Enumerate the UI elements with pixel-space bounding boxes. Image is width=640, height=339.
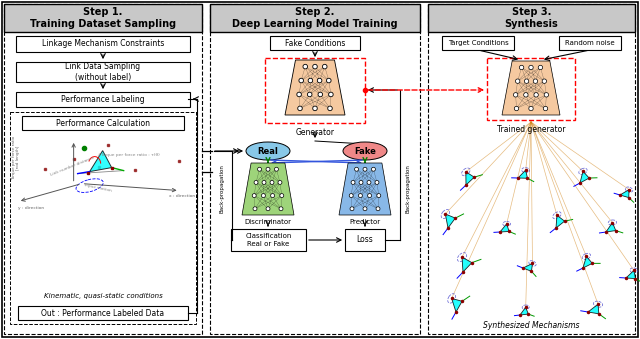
Text: Linkage Mechanism Constraints: Linkage Mechanism Constraints bbox=[42, 40, 164, 48]
Polygon shape bbox=[583, 256, 593, 268]
Polygon shape bbox=[523, 263, 532, 271]
Circle shape bbox=[266, 167, 270, 171]
Text: Back-propagation: Back-propagation bbox=[406, 164, 410, 214]
Circle shape bbox=[524, 93, 528, 97]
FancyBboxPatch shape bbox=[4, 4, 202, 32]
Text: Synthesized Mechanisms: Synthesized Mechanisms bbox=[483, 321, 580, 330]
Text: Trained generator: Trained generator bbox=[497, 125, 565, 134]
Circle shape bbox=[538, 65, 543, 70]
Circle shape bbox=[358, 194, 362, 198]
Circle shape bbox=[278, 180, 282, 184]
Text: Random noise: Random noise bbox=[565, 40, 615, 46]
Text: Discriminator: Discriminator bbox=[244, 219, 291, 225]
Circle shape bbox=[297, 92, 301, 97]
Text: Torque per force ratio
[rod length]: Torque per force ratio [rod length] bbox=[12, 136, 20, 180]
Text: Fake Conditions: Fake Conditions bbox=[285, 39, 345, 47]
FancyBboxPatch shape bbox=[345, 229, 385, 251]
Circle shape bbox=[355, 167, 358, 171]
Circle shape bbox=[371, 167, 376, 171]
Circle shape bbox=[529, 106, 533, 111]
FancyBboxPatch shape bbox=[210, 4, 420, 32]
Circle shape bbox=[328, 106, 332, 111]
Text: Classification
Real or Fake: Classification Real or Fake bbox=[245, 234, 292, 246]
Circle shape bbox=[262, 180, 266, 184]
Circle shape bbox=[318, 92, 323, 97]
Text: Kinematic, quasi-static conditions: Kinematic, quasi-static conditions bbox=[44, 293, 163, 299]
Circle shape bbox=[270, 180, 274, 184]
Circle shape bbox=[298, 106, 302, 111]
FancyBboxPatch shape bbox=[16, 36, 190, 52]
Text: Step 3.
Synthesis: Step 3. Synthesis bbox=[504, 7, 558, 29]
FancyBboxPatch shape bbox=[16, 62, 190, 82]
Polygon shape bbox=[580, 171, 589, 183]
Polygon shape bbox=[90, 151, 111, 172]
Circle shape bbox=[317, 78, 322, 83]
Circle shape bbox=[359, 180, 363, 184]
Circle shape bbox=[363, 167, 367, 171]
Polygon shape bbox=[462, 257, 472, 272]
Text: Predictor: Predictor bbox=[349, 219, 381, 225]
Polygon shape bbox=[339, 163, 391, 215]
Polygon shape bbox=[500, 224, 509, 232]
FancyBboxPatch shape bbox=[14, 134, 192, 214]
Polygon shape bbox=[556, 215, 564, 228]
FancyBboxPatch shape bbox=[442, 36, 514, 50]
Circle shape bbox=[367, 180, 371, 184]
FancyBboxPatch shape bbox=[559, 36, 621, 50]
Circle shape bbox=[534, 93, 538, 97]
Text: x : direction: x : direction bbox=[169, 194, 195, 198]
Circle shape bbox=[328, 92, 333, 97]
Circle shape bbox=[308, 78, 313, 83]
Circle shape bbox=[303, 64, 308, 69]
Text: Step 2.
Deep Learning Model Training: Step 2. Deep Learning Model Training bbox=[232, 7, 398, 29]
Circle shape bbox=[513, 93, 518, 97]
Text: Performance Labeling: Performance Labeling bbox=[61, 95, 145, 104]
Polygon shape bbox=[445, 214, 455, 228]
Polygon shape bbox=[520, 307, 528, 315]
Circle shape bbox=[515, 106, 518, 111]
Text: Link number distance : d: Link number distance : d bbox=[50, 153, 101, 177]
Text: Step 1.
Training Dataset Sampling: Step 1. Training Dataset Sampling bbox=[30, 7, 176, 29]
Circle shape bbox=[351, 180, 355, 184]
Polygon shape bbox=[518, 170, 527, 178]
Circle shape bbox=[543, 106, 548, 111]
Circle shape bbox=[253, 207, 257, 211]
Text: Back-propagation: Back-propagation bbox=[220, 164, 225, 214]
Circle shape bbox=[257, 167, 262, 171]
Circle shape bbox=[520, 65, 524, 70]
Circle shape bbox=[544, 93, 548, 97]
FancyBboxPatch shape bbox=[22, 116, 184, 130]
Polygon shape bbox=[466, 172, 474, 185]
Circle shape bbox=[261, 194, 266, 198]
FancyBboxPatch shape bbox=[428, 4, 635, 32]
Polygon shape bbox=[606, 223, 616, 232]
Circle shape bbox=[323, 64, 327, 69]
Text: Torque per force ratio : τ(θ): Torque per force ratio : τ(θ) bbox=[100, 153, 159, 157]
Circle shape bbox=[350, 207, 354, 211]
FancyBboxPatch shape bbox=[270, 36, 360, 50]
Text: Target Conditions: Target Conditions bbox=[447, 40, 508, 46]
Polygon shape bbox=[242, 163, 294, 215]
FancyBboxPatch shape bbox=[16, 92, 190, 107]
Text: Loss: Loss bbox=[356, 236, 373, 244]
Circle shape bbox=[349, 194, 353, 198]
Circle shape bbox=[266, 207, 270, 211]
Circle shape bbox=[307, 92, 312, 97]
Text: Fake: Fake bbox=[354, 146, 376, 156]
Ellipse shape bbox=[246, 142, 290, 160]
Circle shape bbox=[542, 79, 547, 83]
Text: Input motion: Input motion bbox=[84, 183, 111, 193]
Text: Generator: Generator bbox=[296, 128, 335, 137]
Circle shape bbox=[299, 78, 303, 83]
Text: y : direction: y : direction bbox=[18, 205, 44, 210]
Polygon shape bbox=[452, 298, 462, 312]
Circle shape bbox=[529, 65, 533, 70]
Circle shape bbox=[275, 167, 278, 171]
Circle shape bbox=[377, 194, 381, 198]
Text: Link Data Sampling
(without label): Link Data Sampling (without label) bbox=[65, 62, 141, 82]
Circle shape bbox=[254, 180, 258, 184]
Polygon shape bbox=[502, 61, 560, 115]
Polygon shape bbox=[620, 190, 629, 198]
Circle shape bbox=[252, 194, 256, 198]
